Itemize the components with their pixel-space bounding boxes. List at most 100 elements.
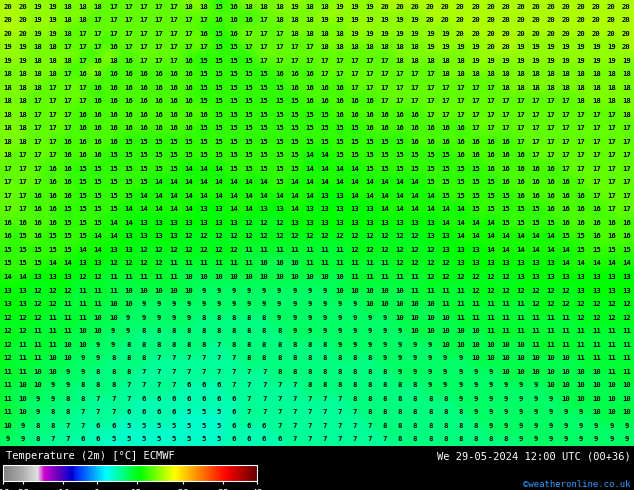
Text: 12: 12 (501, 274, 510, 280)
Text: 10: 10 (200, 274, 208, 280)
Text: 11: 11 (260, 247, 269, 253)
Text: 19: 19 (411, 17, 420, 23)
Text: 16: 16 (184, 98, 193, 104)
Text: 13: 13 (351, 206, 359, 213)
Text: 15: 15 (275, 98, 283, 104)
Text: 9: 9 (171, 301, 176, 307)
Text: 8: 8 (322, 342, 327, 347)
Text: 9: 9 (579, 409, 583, 415)
Text: 15: 15 (200, 58, 208, 64)
Text: 17: 17 (109, 17, 117, 23)
Text: 19: 19 (290, 4, 299, 10)
Text: 11: 11 (3, 382, 12, 388)
Text: 14: 14 (169, 179, 178, 185)
Text: 5: 5 (202, 423, 206, 429)
Text: 15: 15 (79, 220, 87, 226)
Text: 20: 20 (471, 31, 480, 37)
Text: 13: 13 (396, 220, 404, 226)
Text: 10: 10 (396, 301, 404, 307)
Text: 16: 16 (230, 17, 238, 23)
Text: 8: 8 (126, 342, 131, 347)
Text: 11: 11 (169, 274, 178, 280)
Text: 20: 20 (562, 4, 571, 10)
Text: 8: 8 (277, 355, 281, 361)
Text: 17: 17 (245, 31, 254, 37)
Text: 10: 10 (426, 328, 434, 334)
Text: 17: 17 (34, 139, 42, 145)
Text: 18: 18 (320, 31, 329, 37)
Text: 19: 19 (441, 31, 450, 37)
Text: 16: 16 (184, 58, 193, 64)
Text: 11: 11 (351, 261, 359, 267)
Text: 17: 17 (486, 85, 495, 91)
Text: 15: 15 (275, 166, 283, 172)
Text: 9: 9 (519, 436, 523, 442)
Text: 20: 20 (607, 4, 616, 10)
Text: 12: 12 (426, 274, 434, 280)
Text: 20: 20 (577, 4, 586, 10)
Text: 15: 15 (335, 139, 344, 145)
Text: 11: 11 (154, 274, 163, 280)
Text: 10: 10 (245, 274, 254, 280)
Text: 18: 18 (18, 125, 27, 131)
Text: 17: 17 (290, 58, 299, 64)
Text: 6: 6 (217, 382, 221, 388)
Text: 12: 12 (441, 261, 450, 267)
Text: 9: 9 (413, 368, 417, 374)
Text: 17: 17 (63, 98, 72, 104)
Text: 19: 19 (335, 4, 344, 10)
Text: 9: 9 (383, 315, 387, 320)
Text: 16: 16 (531, 193, 540, 199)
Text: 13: 13 (169, 233, 178, 240)
Text: 11: 11 (607, 328, 616, 334)
Text: 15: 15 (260, 112, 269, 118)
Text: 17: 17 (592, 152, 600, 158)
Text: 8: 8 (383, 382, 387, 388)
Text: 11: 11 (365, 261, 374, 267)
Text: 13: 13 (486, 261, 495, 267)
Text: 10: 10 (139, 288, 148, 294)
Text: 17: 17 (592, 179, 600, 185)
Text: 16: 16 (501, 139, 510, 145)
Text: 8: 8 (292, 342, 297, 347)
Text: 15: 15 (214, 85, 223, 91)
Text: 16: 16 (592, 206, 600, 213)
Text: 11: 11 (48, 328, 57, 334)
Text: 17: 17 (94, 17, 103, 23)
Text: 9: 9 (428, 355, 432, 361)
Text: 12: 12 (365, 233, 374, 240)
Text: 12: 12 (3, 342, 12, 347)
Text: 9: 9 (549, 409, 553, 415)
Text: 20: 20 (441, 17, 450, 23)
Text: 8: 8 (51, 409, 55, 415)
Text: 14: 14 (351, 193, 359, 199)
Text: 18: 18 (3, 152, 12, 158)
Text: 6: 6 (202, 382, 206, 388)
Text: 18: 18 (592, 72, 600, 77)
Text: 17: 17 (275, 31, 283, 37)
Text: 11: 11 (200, 261, 208, 267)
Text: 12: 12 (245, 220, 254, 226)
Text: 18: 18 (275, 17, 283, 23)
Text: 11: 11 (63, 301, 72, 307)
Text: 10: 10 (501, 342, 510, 347)
Text: 16: 16 (622, 233, 631, 240)
Text: 10: 10 (3, 423, 12, 429)
Text: 15: 15 (3, 261, 12, 267)
Text: 11: 11 (34, 342, 42, 347)
Text: 10: 10 (79, 328, 87, 334)
Text: 8: 8 (157, 342, 160, 347)
Text: 18: 18 (305, 4, 314, 10)
Text: 9: 9 (443, 355, 448, 361)
Text: 16: 16 (79, 152, 87, 158)
Text: 15: 15 (501, 220, 510, 226)
Text: 13: 13 (154, 233, 163, 240)
Text: 15: 15 (365, 139, 374, 145)
Text: 17: 17 (607, 139, 616, 145)
Text: 19: 19 (547, 58, 555, 64)
Text: 16: 16 (34, 193, 42, 199)
Text: 15: 15 (365, 166, 374, 172)
Text: 9: 9 (157, 315, 160, 320)
Text: 10: 10 (577, 382, 586, 388)
Text: 15: 15 (245, 139, 254, 145)
